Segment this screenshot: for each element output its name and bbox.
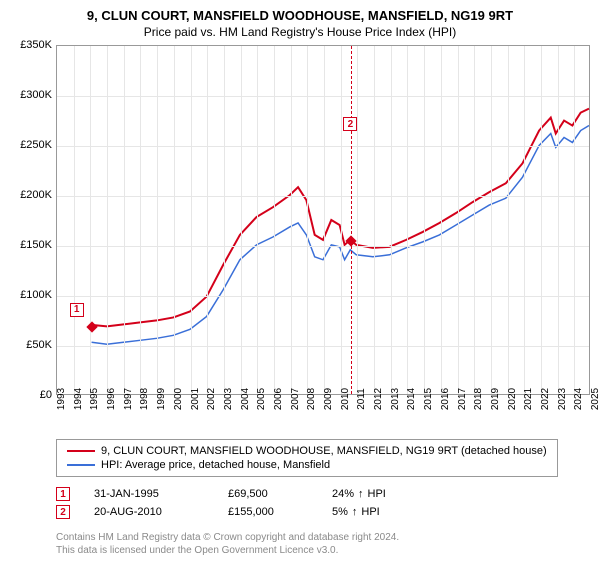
gridline-v xyxy=(341,46,342,394)
gridline-v xyxy=(90,46,91,394)
gridline-v xyxy=(224,46,225,394)
y-axis: £0£50K£100K£150K£200K£250K£300K£350K xyxy=(10,45,56,395)
y-tick-label: £200K xyxy=(20,189,52,201)
transaction-num: 2 xyxy=(56,505,70,519)
transaction-price: £69,500 xyxy=(228,488,308,500)
gridline-h xyxy=(57,296,589,297)
transactions-table: 1 31-JAN-1995 £69,500 24% HPI 2 20-AUG-2010 £1… xyxy=(56,487,590,519)
legend-swatch-price xyxy=(67,450,95,452)
gridline-v xyxy=(207,46,208,394)
legend-label-hpi: HPI: Average price, detached house, Mans… xyxy=(101,459,330,471)
gridline-v xyxy=(324,46,325,394)
transaction-marker-box: 1 xyxy=(70,303,84,317)
transaction-date: 20-AUG-2010 xyxy=(94,506,204,518)
y-tick-label: £350K xyxy=(20,39,52,51)
gridline-h xyxy=(57,96,589,97)
transaction-date: 31-JAN-1995 xyxy=(94,488,204,500)
chart-title: 9, CLUN COURT, MANSFIELD WOODHOUSE, MANS… xyxy=(10,8,590,23)
x-tick-label: 2025 xyxy=(590,388,600,410)
gridline-v xyxy=(508,46,509,394)
y-tick-label: £250K xyxy=(20,139,52,151)
legend-item-price-paid: 9, CLUN COURT, MANSFIELD WOODHOUSE, MANS… xyxy=(67,444,547,458)
gridline-v xyxy=(307,46,308,394)
gridline-v xyxy=(124,46,125,394)
transaction-price: £155,000 xyxy=(228,506,308,518)
legend: 9, CLUN COURT, MANSFIELD WOODHOUSE, MANS… xyxy=(56,439,558,477)
gridline-v xyxy=(458,46,459,394)
gridline-v xyxy=(357,46,358,394)
gridline-v xyxy=(491,46,492,394)
gridline-v xyxy=(558,46,559,394)
transaction-row: 1 31-JAN-1995 £69,500 24% HPI xyxy=(56,487,590,501)
y-tick-label: £50K xyxy=(26,339,52,351)
gridline-v xyxy=(541,46,542,394)
transaction-num: 1 xyxy=(56,487,70,501)
y-tick-label: £0 xyxy=(40,389,52,401)
chart-lines xyxy=(57,46,589,394)
footnote-line1: Contains HM Land Registry data © Crown c… xyxy=(56,531,590,544)
chart-area: £0£50K£100K£150K£200K£250K£300K£350K 12 … xyxy=(10,45,590,425)
gridline-v xyxy=(524,46,525,394)
x-axis: 1993199419951996199719981999200020012002… xyxy=(56,395,590,425)
y-tick-label: £100K xyxy=(20,289,52,301)
gridline-v xyxy=(441,46,442,394)
gridline-v xyxy=(157,46,158,394)
gridline-v xyxy=(140,46,141,394)
arrow-up-icon xyxy=(358,488,364,500)
gridline-v xyxy=(174,46,175,394)
gridline-h xyxy=(57,246,589,247)
gridline-h xyxy=(57,346,589,347)
gridline-h xyxy=(57,196,589,197)
transaction-hpi: 5% HPI xyxy=(332,506,380,518)
arrow-up-icon xyxy=(352,506,358,518)
transaction-marker-box: 2 xyxy=(343,117,357,131)
transaction-hpi: 24% HPI xyxy=(332,488,386,500)
gridline-v xyxy=(257,46,258,394)
chart-container: 9, CLUN COURT, MANSFIELD WOODHOUSE, MANS… xyxy=(0,0,600,567)
transaction-vline xyxy=(351,46,352,394)
gridline-v xyxy=(391,46,392,394)
gridline-v xyxy=(291,46,292,394)
footnote: Contains HM Land Registry data © Crown c… xyxy=(56,531,590,557)
legend-label-price: 9, CLUN COURT, MANSFIELD WOODHOUSE, MANS… xyxy=(101,445,547,457)
gridline-v xyxy=(474,46,475,394)
legend-item-hpi: HPI: Average price, detached house, Mans… xyxy=(67,458,547,472)
gridline-v xyxy=(107,46,108,394)
gridline-h xyxy=(57,146,589,147)
gridline-v xyxy=(241,46,242,394)
transaction-row: 2 20-AUG-2010 £155,000 5% HPI xyxy=(56,505,590,519)
y-tick-label: £150K xyxy=(20,239,52,251)
y-tick-label: £300K xyxy=(20,89,52,101)
gridline-v xyxy=(191,46,192,394)
gridline-v xyxy=(274,46,275,394)
gridline-v xyxy=(374,46,375,394)
footnote-line2: This data is licensed under the Open Gov… xyxy=(56,544,590,557)
plot-area: 12 xyxy=(56,45,590,395)
legend-swatch-hpi xyxy=(67,464,95,466)
gridline-v xyxy=(74,46,75,394)
chart-subtitle: Price paid vs. HM Land Registry's House … xyxy=(10,25,590,39)
gridline-v xyxy=(424,46,425,394)
gridline-v xyxy=(574,46,575,394)
gridline-v xyxy=(407,46,408,394)
